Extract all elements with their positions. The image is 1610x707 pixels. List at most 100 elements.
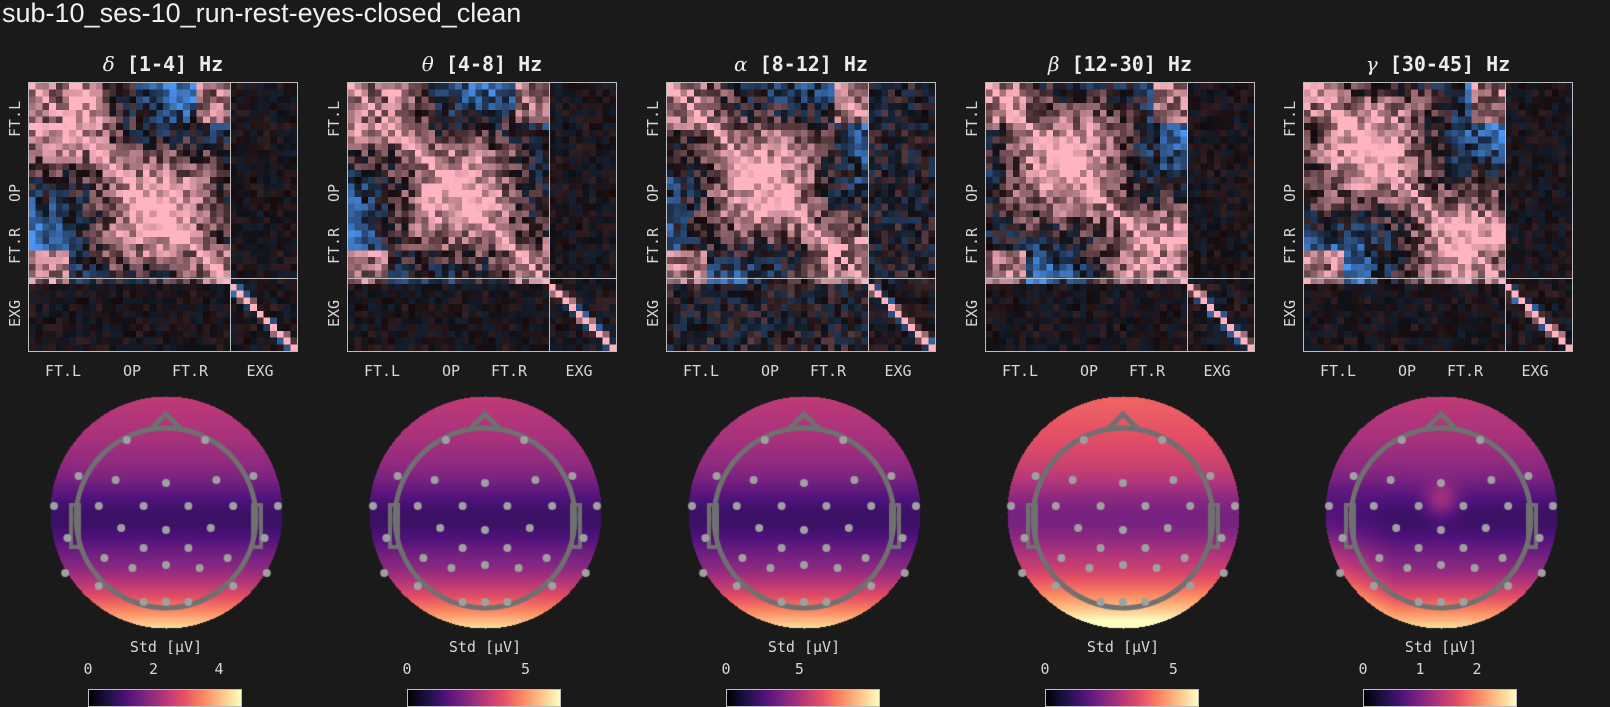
x-label-ftr: FT.R: [809, 362, 847, 380]
band-symbol: α: [734, 52, 748, 76]
x-label-ftl: FT.L: [682, 362, 720, 380]
colorbar-tick: 2: [149, 660, 159, 678]
x-label-ftl: FT.L: [44, 362, 82, 380]
colorbar-tick: 1: [1415, 660, 1425, 678]
x-label-op: OP: [441, 362, 461, 380]
band-range: [1-4] Hz: [126, 52, 224, 76]
x-label-ftl: FT.L: [1001, 362, 1039, 380]
band-title: δ [1-4] Hz: [28, 52, 298, 76]
x-label-op: OP: [1079, 362, 1099, 380]
x-label-exg: EXG: [1521, 362, 1549, 380]
band-symbol: δ: [102, 52, 115, 76]
band-panel-4: γ [30-45] Hz FT.L OP FT.R EXG FT.L OP FT…: [1275, 48, 1575, 707]
matrix-canvas: [986, 83, 1254, 351]
x-label-op: OP: [1397, 362, 1417, 380]
colorbar-label: Std [μV]: [1404, 638, 1478, 656]
band-title: α [8-12] Hz: [666, 52, 936, 76]
y-label-op: OP: [644, 183, 662, 202]
colorbar-tick: 5: [1168, 660, 1178, 678]
y-label-op: OP: [963, 183, 981, 202]
matrix-divider-horizontal: [29, 278, 297, 279]
colorbar: [88, 689, 242, 707]
y-label-ftr: FT.R: [644, 227, 662, 264]
band-title: θ [4-8] Hz: [347, 52, 617, 76]
x-label-op: OP: [122, 362, 142, 380]
colorbar: [1045, 689, 1199, 707]
colorbar-label: Std [μV]: [129, 638, 203, 656]
y-label-ftr: FT.R: [963, 227, 981, 264]
y-label-op: OP: [325, 183, 343, 202]
matrix-divider-horizontal: [1304, 278, 1572, 279]
matrix-divider-horizontal: [348, 278, 616, 279]
band-range: [8-12] Hz: [759, 52, 868, 76]
matrix-divider-vertical: [868, 83, 869, 351]
x-label-ftl: FT.L: [1319, 362, 1357, 380]
band-panel-0: δ [1-4] Hz FT.L OP FT.R EXG FT.L OP FT.R…: [0, 48, 300, 707]
colorbar-tick: 4: [214, 660, 224, 678]
y-label-exg: EXG: [1281, 299, 1299, 327]
band-symbol: γ: [1365, 52, 1378, 76]
matrix-divider-vertical: [1187, 83, 1188, 351]
colorbar: [726, 689, 880, 707]
x-label-ftr: FT.R: [490, 362, 528, 380]
band-symbol: θ: [421, 52, 434, 76]
matrix-divider-vertical: [230, 83, 231, 351]
y-label-exg: EXG: [963, 299, 981, 327]
matrix-canvas: [667, 83, 935, 351]
correlation-matrix: [1303, 82, 1573, 352]
matrix-divider-horizontal: [986, 278, 1254, 279]
colorbar: [407, 689, 561, 707]
colorbar-label: Std [μV]: [767, 638, 841, 656]
band-range: [30-45] Hz: [1389, 52, 1511, 76]
colorbar-tick: 0: [1358, 660, 1368, 678]
x-label-exg: EXG: [246, 362, 274, 380]
x-label-exg: EXG: [1203, 362, 1231, 380]
matrix-divider-vertical: [1505, 83, 1506, 351]
colorbar-label: Std [μV]: [1086, 638, 1160, 656]
colorbar-tick: 0: [83, 660, 93, 678]
x-label-ftl: FT.L: [363, 362, 401, 380]
matrix-divider-vertical: [549, 83, 550, 351]
matrix-canvas: [1304, 83, 1572, 351]
y-label-ftl: FT.L: [1281, 100, 1299, 137]
band-symbol: β: [1047, 52, 1060, 76]
correlation-matrix: [347, 82, 617, 352]
x-label-exg: EXG: [884, 362, 912, 380]
band-panel-3: β [12-30] Hz FT.L OP FT.R EXG FT.L OP FT…: [957, 48, 1257, 707]
x-label-ftr: FT.R: [1446, 362, 1484, 380]
colorbar-tick: 5: [794, 660, 804, 678]
y-label-ftl: FT.L: [6, 100, 24, 137]
x-label-ftr: FT.R: [171, 362, 209, 380]
x-label-ftr: FT.R: [1128, 362, 1166, 380]
figure-title: sub-10_ses-10_run-rest-eyes-closed_clean: [2, 0, 522, 28]
x-label-exg: EXG: [565, 362, 593, 380]
colorbar-tick: 0: [721, 660, 731, 678]
topomap: [1321, 392, 1561, 632]
matrix-canvas: [29, 83, 297, 351]
colorbar-tick: 5: [520, 660, 530, 678]
band-range: [4-8] Hz: [445, 52, 543, 76]
band-panel-2: α [8-12] Hz FT.L OP FT.R EXG FT.L OP FT.…: [638, 48, 938, 707]
y-label-ftr: FT.R: [6, 227, 24, 264]
y-label-exg: EXG: [644, 299, 662, 327]
y-label-exg: EXG: [325, 299, 343, 327]
y-label-op: OP: [6, 183, 24, 202]
y-label-ftr: FT.R: [325, 227, 343, 264]
colorbar-tick: 0: [402, 660, 412, 678]
colorbar-tick: 2: [1472, 660, 1482, 678]
y-label-exg: EXG: [6, 299, 24, 327]
correlation-matrix: [985, 82, 1255, 352]
y-label-ftl: FT.L: [644, 100, 662, 137]
band-panel-1: θ [4-8] Hz FT.L OP FT.R EXG FT.L OP FT.R…: [319, 48, 619, 707]
colorbar-tick: 0: [1040, 660, 1050, 678]
y-label-ftl: FT.L: [963, 100, 981, 137]
topomap: [46, 392, 286, 632]
matrix-canvas: [348, 83, 616, 351]
topomap: [1003, 392, 1243, 632]
topomap: [684, 392, 924, 632]
y-label-ftr: FT.R: [1281, 227, 1299, 264]
y-label-ftl: FT.L: [325, 100, 343, 137]
colorbar: [1363, 689, 1517, 707]
colorbar-label: Std [μV]: [448, 638, 522, 656]
band-title: γ [30-45] Hz: [1303, 52, 1573, 76]
